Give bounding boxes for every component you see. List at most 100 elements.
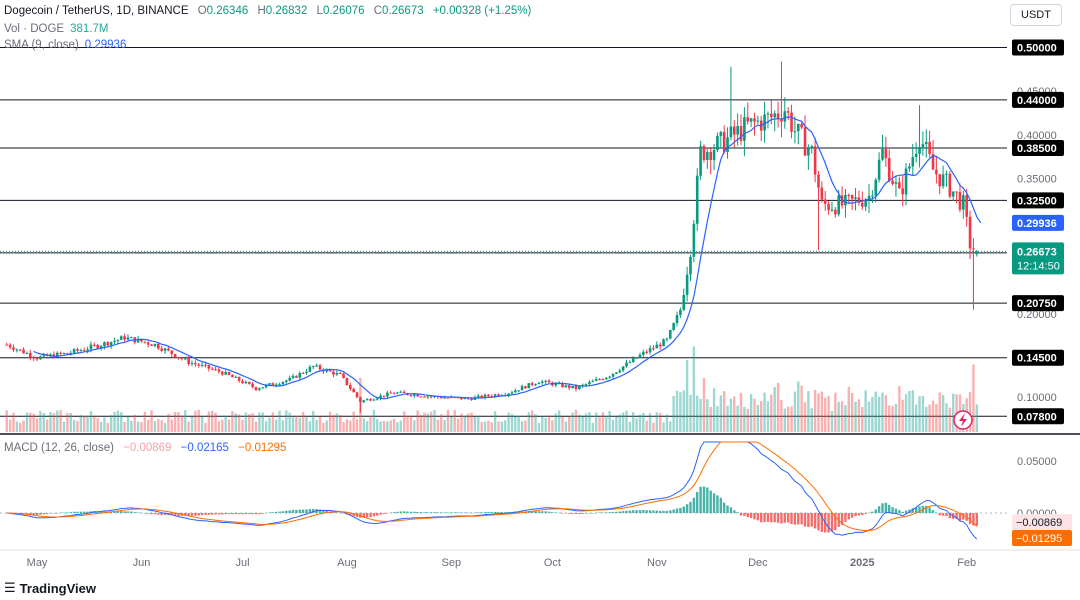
volume-bar bbox=[844, 405, 847, 432]
volume-bar bbox=[854, 401, 857, 432]
svg-text:0.26673: 0.26673 bbox=[1017, 246, 1057, 258]
volume-bar bbox=[578, 414, 581, 432]
macd-hist-bar bbox=[160, 513, 163, 516]
candle-body bbox=[76, 349, 79, 351]
macd-hist-bar bbox=[749, 513, 753, 519]
volume-bar bbox=[453, 410, 456, 432]
macd-hist-bar bbox=[827, 513, 830, 533]
candle-body bbox=[584, 384, 588, 386]
candle-body bbox=[746, 117, 750, 122]
volume-bar bbox=[207, 411, 211, 432]
candle-body bbox=[32, 357, 35, 359]
macd-hist-bar bbox=[534, 511, 537, 513]
candle-body bbox=[332, 371, 335, 375]
macd-value-tag-0: −0.00869 bbox=[1012, 514, 1072, 530]
volume-bar bbox=[888, 405, 891, 432]
volume-bar bbox=[699, 398, 702, 432]
macd-hist-bar bbox=[157, 513, 160, 515]
macd-hist-bar bbox=[207, 513, 211, 515]
time-axis-label-8: 2025 bbox=[850, 557, 874, 569]
volume-bar bbox=[709, 406, 712, 432]
macd-hist-bar bbox=[143, 513, 147, 514]
candle-body bbox=[463, 397, 467, 400]
candle-body bbox=[207, 365, 211, 369]
macd-hist-bar bbox=[911, 508, 914, 513]
volume-bar bbox=[291, 417, 295, 432]
candle-body bbox=[820, 187, 824, 200]
macd-hist-bar bbox=[264, 513, 268, 514]
candle-body bbox=[790, 112, 793, 132]
macd-hist-bar bbox=[813, 513, 817, 529]
macd-hist-bar bbox=[968, 513, 972, 525]
macd-hist-bar bbox=[49, 513, 52, 514]
volume-bar bbox=[813, 389, 817, 432]
volume-bar bbox=[325, 420, 328, 432]
macd-hist-bar bbox=[402, 511, 406, 513]
macd-hist-bar bbox=[376, 513, 379, 516]
candle-body bbox=[460, 397, 463, 400]
candle-body bbox=[578, 385, 581, 390]
candle-body bbox=[476, 395, 480, 398]
candle-body bbox=[295, 375, 298, 378]
volume-bar bbox=[5, 410, 8, 432]
tradingview-logo[interactable]: ☰ TradingView bbox=[4, 581, 96, 596]
candle-body bbox=[874, 179, 878, 196]
volume-bar bbox=[264, 421, 268, 432]
macd-hist-bar bbox=[258, 513, 261, 515]
macd-hist-bar bbox=[645, 510, 648, 513]
volume-bar bbox=[224, 416, 227, 432]
volume-bar bbox=[362, 418, 365, 432]
volume-bar bbox=[436, 419, 440, 432]
candle-body bbox=[719, 132, 723, 136]
volume-bar bbox=[386, 421, 389, 432]
candle-body bbox=[783, 111, 787, 122]
macd-hist-bar bbox=[79, 511, 83, 513]
volume-bar bbox=[827, 395, 830, 432]
candle-body bbox=[25, 353, 29, 355]
macd-hist-bar bbox=[786, 513, 790, 523]
candle-body bbox=[665, 338, 669, 340]
svg-text:0.50000: 0.50000 bbox=[1017, 42, 1057, 54]
macd-hist-bar bbox=[517, 511, 520, 513]
volume-bar bbox=[722, 391, 726, 432]
macd-hist-bar bbox=[217, 513, 221, 515]
macd-hist-bar bbox=[682, 506, 685, 513]
candle-body bbox=[268, 383, 271, 385]
volume-bar bbox=[29, 412, 32, 432]
macd-hist-bar bbox=[756, 513, 760, 521]
macd-hist-bar bbox=[210, 513, 214, 515]
macd-hist-bar bbox=[850, 513, 854, 518]
macd-hist-bar bbox=[925, 505, 928, 513]
candle-body bbox=[116, 339, 120, 341]
volume-bar bbox=[894, 404, 898, 432]
macd-hist-bar bbox=[392, 512, 396, 513]
volume-bar bbox=[123, 422, 126, 432]
macd-hist-bar bbox=[483, 512, 487, 513]
candle-body bbox=[123, 336, 126, 340]
candle-body bbox=[335, 372, 339, 375]
volume-bar bbox=[945, 403, 948, 432]
candle-body bbox=[153, 343, 157, 346]
currency-selector[interactable]: USDT bbox=[1010, 4, 1062, 26]
candle-body bbox=[729, 126, 733, 138]
macd-hist-bar bbox=[537, 511, 541, 513]
macd-hist-bar bbox=[227, 513, 231, 515]
change-value: +0.00328 (+1.25%) bbox=[432, 5, 532, 17]
candle-body bbox=[881, 148, 884, 160]
candle-body bbox=[126, 337, 130, 340]
volume-bars bbox=[5, 346, 978, 432]
macd-hist-bar bbox=[901, 511, 904, 513]
volume-bar bbox=[460, 413, 463, 432]
macd-hist-bar bbox=[746, 513, 749, 518]
macd-hist-bar bbox=[962, 513, 965, 520]
macd-hist-bar bbox=[291, 509, 295, 513]
candle-body bbox=[877, 159, 881, 180]
candle-body bbox=[402, 391, 406, 394]
macd-hist-bar bbox=[564, 513, 568, 514]
candle-body bbox=[470, 398, 473, 400]
volume-bar bbox=[167, 413, 170, 432]
volume-bar bbox=[760, 401, 763, 432]
candle-body bbox=[867, 195, 871, 201]
